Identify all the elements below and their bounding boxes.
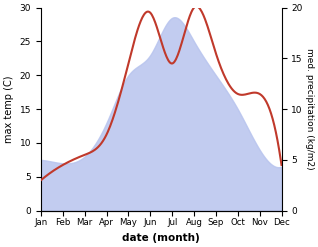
Y-axis label: med. precipitation (kg/m2): med. precipitation (kg/m2) (305, 48, 314, 170)
X-axis label: date (month): date (month) (122, 233, 200, 243)
Y-axis label: max temp (C): max temp (C) (4, 75, 14, 143)
